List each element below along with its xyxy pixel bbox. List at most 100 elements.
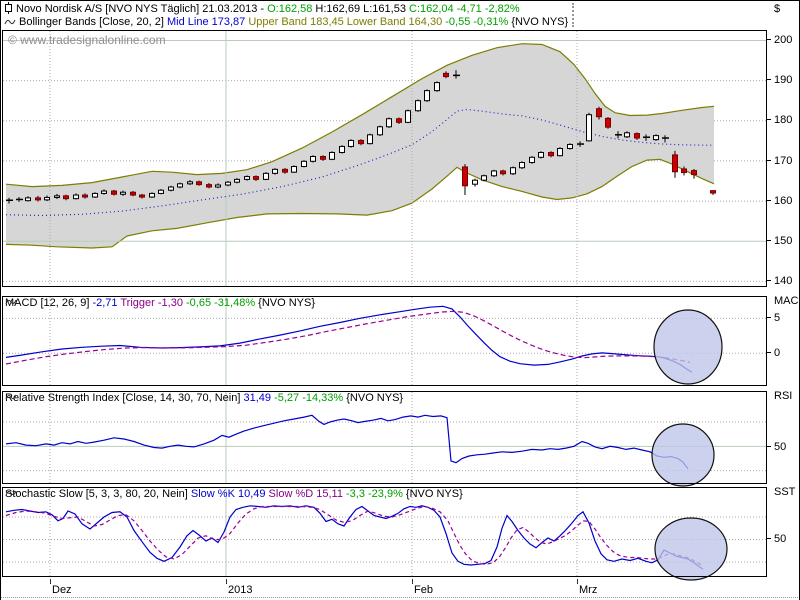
text-segment: -3,3 -23,9% [346,488,406,500]
price-scale[interactable]: $200 190 180 170 160 150 140 MAC 5 0 RSI 50 SST 50 [766,0,800,600]
candle-body [25,197,31,202]
candle-body [158,189,164,194]
candle-body [120,191,126,195]
bollinger-upper-band [5,43,715,188]
candle-body [481,175,487,181]
time-tick [412,579,413,584]
axis-tick [766,240,771,241]
text-segment: Upper Band 183,45 [248,16,347,28]
text-segment: L:161,53 [363,3,409,15]
text-segment: Slow %D 15,11 [268,488,346,500]
candle-body [377,126,383,136]
candle-body [472,179,478,185]
text-segment: Trigger -1,30 [120,297,186,309]
candle-body [54,195,60,198]
rsi-chart[interactable] [2,391,767,487]
bollinger-lower-band [5,158,715,249]
axis-label: 170 [774,155,793,167]
time-tick [50,579,51,584]
candle-body [358,139,364,145]
price-panel[interactable] [2,30,767,287]
annotation-circle [654,517,728,581]
candle-body [253,176,259,180]
text-segment: Bollinger Bands [Close, 20, 2] [19,16,167,28]
series-slow%k [5,505,704,570]
axis-label: MAC [774,295,799,307]
axis-tick [766,352,771,353]
candle-body [92,192,98,198]
text-segment: Stochastic Slow [5, 3, 3, 80, 20, Nein] [5,488,191,500]
series-macd [5,305,693,373]
axis-label: 5 [774,312,781,324]
candle-body [149,192,155,198]
candle-body [348,139,354,147]
time-scale[interactable]: Dez 2013 Feb Mrz [0,577,800,600]
candle-body [82,194,88,198]
axis-label: $ [774,3,781,15]
candle-body [519,162,525,169]
axis-label: 140 [774,275,793,287]
bottom-divider [0,597,800,598]
text-segment: Slow %K 10,49 [190,488,269,500]
stochastic-panel[interactable]: Stochastic Slow [5, 3, 3, 80, 20, Nein] … [2,487,767,581]
annotation-circle [651,423,715,487]
series-trigger [5,310,691,365]
stochastic-chart[interactable] [2,487,767,581]
axis-tick [766,79,771,80]
text-segment: MACD [12, 26, 9] [5,297,93,309]
candle-body [44,196,50,201]
time-label: Feb [414,584,433,596]
indicator-wave-icon [5,394,17,400]
rsi-header: Relative Strength Index [Close, 14, 30, … [5,392,403,404]
axis-label: SST [774,486,796,498]
bollinger-header-row: Bollinger Bands [Close, 20, 2] Mid Line … [4,16,568,29]
axis-tick [766,39,771,40]
candle-body [634,133,640,139]
candle-body [596,108,602,118]
candle-body [215,184,221,188]
candle-body [320,155,326,160]
rsi-panel[interactable]: Relative Strength Index [Close, 14, 30, … [2,391,767,487]
candlestick-icon [5,2,12,14]
text-segment: {NVO NYS} [346,392,404,404]
axis-label: 50 [774,441,787,453]
axis-label: 190 [774,74,793,86]
candle-body [434,82,440,92]
text-segment: H:162,69 [315,3,364,15]
candle-body [367,134,373,145]
pane-splitter-handle[interactable] [572,3,574,27]
candle-body [339,145,345,153]
macd-chart[interactable] [2,296,767,386]
time-label: 2013 [228,584,253,596]
candle-body [538,151,544,158]
candle-body [130,191,136,196]
candle-body [301,160,307,168]
candle-body [567,143,573,149]
candle-body [35,197,41,201]
macd-panel[interactable]: MACD [12, 26, 9] -2,71 Trigger -1,30 -0,… [2,296,767,386]
text-segment: C:162,04 -4,71 -2,82% [409,3,520,15]
candle-body [557,147,563,157]
axis-tick [766,200,771,201]
stochastic-header: Stochastic Slow [5, 3, 3, 80, 20, Nein] … [5,488,463,500]
price-chart[interactable] [2,30,767,287]
candle-body [168,186,174,191]
candle-body [510,167,516,175]
axis-label: 160 [774,195,793,207]
text-segment: -5,27 -14,33% [274,392,347,404]
candle-body [500,170,506,175]
candle-body [529,156,535,164]
time-tick [226,579,227,584]
text-segment: -0,65 -31,48% [186,297,259,309]
text-segment: {NVO NYS} [405,488,463,500]
series-slow%d [5,505,704,567]
macd-header: MACD [12, 26, 9] -2,71 Trigger -1,30 -0,… [5,297,315,309]
candle-body [424,90,430,102]
candle-body [272,168,278,174]
candle-body [624,132,630,138]
text-segment: O:162,58 [267,3,316,15]
axis-label: 0 [774,347,781,359]
candle-body [101,190,107,194]
candle-body [396,118,402,123]
candle-body [187,181,193,185]
